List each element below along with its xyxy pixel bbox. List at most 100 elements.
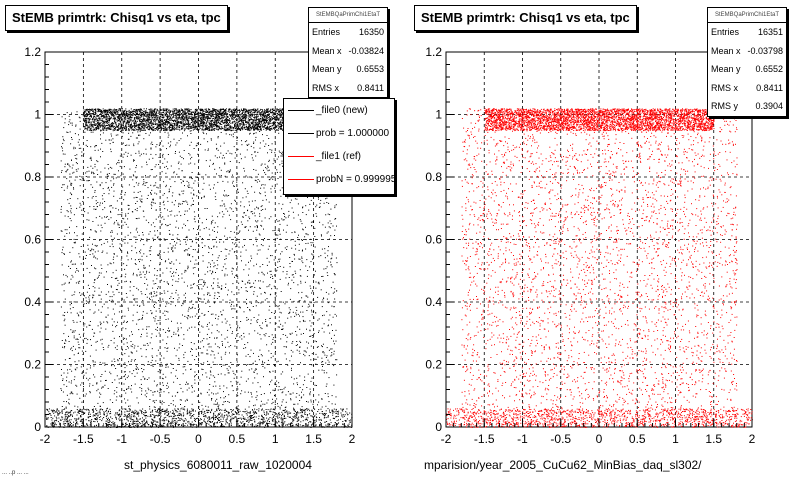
data-point xyxy=(209,418,211,420)
data-point xyxy=(256,124,258,126)
data-point xyxy=(205,111,207,113)
data-point xyxy=(177,111,179,113)
data-point xyxy=(213,414,215,416)
data-point xyxy=(121,128,123,130)
data-point xyxy=(137,109,139,111)
data-point xyxy=(176,120,178,121)
data-point xyxy=(210,412,212,414)
data-point xyxy=(114,118,116,120)
data-point xyxy=(211,408,213,410)
data-point xyxy=(122,108,123,110)
data-point xyxy=(226,410,227,412)
data-point xyxy=(315,424,316,426)
data-point xyxy=(191,121,193,123)
data-point xyxy=(209,112,210,113)
data-point xyxy=(115,114,117,116)
data-point xyxy=(162,411,164,412)
data-point xyxy=(116,418,117,420)
data-point xyxy=(194,118,196,120)
data-point xyxy=(87,409,89,411)
data-point xyxy=(220,120,222,122)
data-point xyxy=(145,115,147,117)
data-point xyxy=(204,119,206,121)
data-point xyxy=(116,129,118,131)
data-point xyxy=(93,414,95,416)
data-point xyxy=(147,126,149,128)
data-point xyxy=(134,117,136,119)
data-point xyxy=(236,129,238,131)
data-point xyxy=(107,424,109,426)
data-point xyxy=(123,126,125,128)
data-point xyxy=(100,408,102,410)
data-point xyxy=(336,412,338,414)
data-point xyxy=(208,421,210,422)
data-point xyxy=(269,119,271,121)
data-point xyxy=(164,126,166,128)
data-point xyxy=(261,111,263,113)
data-point xyxy=(268,118,270,120)
data-point xyxy=(272,420,274,422)
data-point xyxy=(262,417,264,419)
data-point xyxy=(106,123,108,125)
data-point xyxy=(199,120,201,122)
data-point xyxy=(119,114,121,116)
data-point xyxy=(237,410,238,412)
data-point xyxy=(119,115,121,117)
data-point xyxy=(242,110,244,112)
data-point xyxy=(216,408,217,410)
data-point xyxy=(228,413,230,415)
data-point xyxy=(179,410,181,412)
data-point xyxy=(239,130,241,131)
data-point xyxy=(239,128,241,130)
data-point xyxy=(268,127,270,129)
data-point xyxy=(349,421,351,423)
data-point xyxy=(218,126,220,128)
data-point xyxy=(155,119,157,121)
data-point xyxy=(94,415,96,417)
data-point xyxy=(271,112,273,114)
data-point xyxy=(102,425,104,426)
data-point xyxy=(139,113,141,115)
data-point xyxy=(121,410,122,412)
data-point xyxy=(241,109,243,111)
data-point xyxy=(241,110,243,111)
data-point xyxy=(95,124,97,126)
data-point xyxy=(217,415,219,417)
data-point xyxy=(201,410,203,412)
data-point xyxy=(127,121,129,123)
data-point xyxy=(216,124,217,126)
data-point xyxy=(194,127,196,129)
data-point xyxy=(300,416,302,418)
data-point xyxy=(188,117,189,119)
data-point xyxy=(324,414,326,416)
data-point xyxy=(154,420,156,422)
data-point xyxy=(340,412,342,414)
data-point xyxy=(114,113,116,115)
data-point xyxy=(179,122,181,124)
data-point xyxy=(96,128,97,130)
data-point xyxy=(98,109,100,111)
data-point xyxy=(212,126,214,128)
data-point xyxy=(86,114,88,116)
data-point xyxy=(139,119,141,121)
data-point xyxy=(235,416,237,418)
data-point xyxy=(76,421,78,423)
data-point xyxy=(113,110,115,112)
data-point xyxy=(142,120,144,121)
data-point xyxy=(85,109,86,111)
data-point xyxy=(267,423,269,424)
data-point xyxy=(124,126,126,128)
data-point xyxy=(262,109,263,111)
data-point xyxy=(252,114,253,116)
data-point xyxy=(202,122,204,124)
data-point xyxy=(351,413,353,415)
data-point xyxy=(88,112,89,114)
data-point xyxy=(231,411,232,413)
data-point xyxy=(98,118,100,120)
data-point xyxy=(150,126,151,128)
data-point xyxy=(210,122,212,124)
data-point xyxy=(203,112,205,114)
data-point xyxy=(213,130,215,131)
data-point xyxy=(103,117,105,119)
data-point xyxy=(62,423,64,425)
